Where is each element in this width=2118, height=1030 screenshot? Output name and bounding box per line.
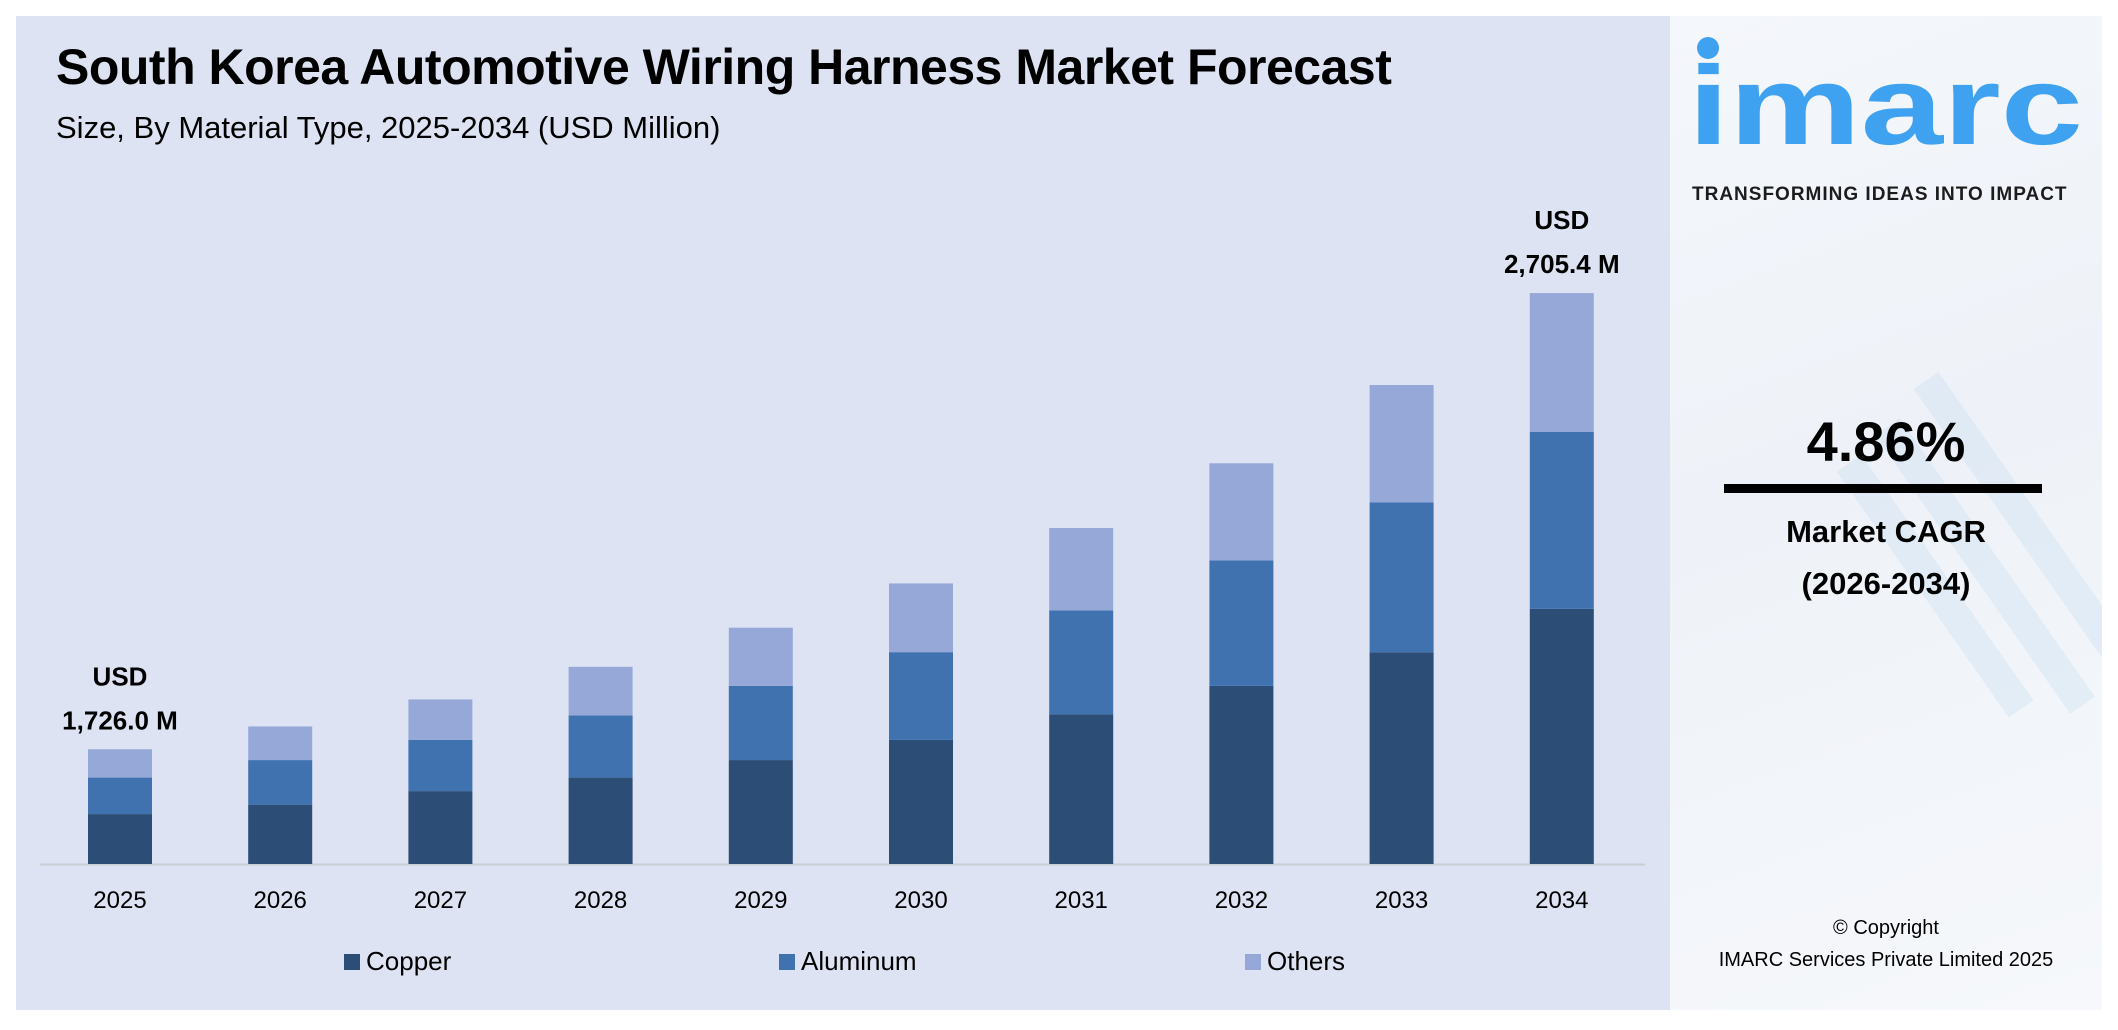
brand-tagline: TRANSFORMING IDEAS INTO IMPACT xyxy=(1692,184,2068,205)
bar-aluminum-2032 xyxy=(1209,560,1274,686)
x-tick-label-2032: 2032 xyxy=(1215,887,1268,914)
x-tick-label-2034: 2034 xyxy=(1535,887,1588,914)
logo-dot xyxy=(1697,37,1719,59)
x-tick-label-2029: 2029 xyxy=(734,887,787,914)
legend-item-aluminum: Aluminum xyxy=(779,946,917,977)
x-tick-label-2027: 2027 xyxy=(414,887,467,914)
bar-aluminum-2027 xyxy=(408,739,473,792)
bar-copper-2034 xyxy=(1529,608,1594,864)
bar-others-2026 xyxy=(248,726,313,761)
cagr-value: 4.86% xyxy=(1806,410,1966,473)
x-tick-label-2031: 2031 xyxy=(1055,887,1108,914)
x-tick-label-2028: 2028 xyxy=(574,887,627,914)
bar-aluminum-2034 xyxy=(1529,432,1594,609)
bar-copper-2028 xyxy=(568,777,633,864)
bar-aluminum-2031 xyxy=(1049,610,1114,715)
chart-subtitle: Size, By Material Type, 2025-2034 (USD M… xyxy=(56,110,721,145)
cagr-period: (2026-2034) xyxy=(1801,566,1971,601)
legend-swatch-others xyxy=(1245,953,1261,970)
x-tick-label-2025: 2025 xyxy=(93,887,146,914)
bar-aluminum-2033 xyxy=(1369,502,1434,653)
bar-others-2027 xyxy=(408,699,473,740)
bar-aluminum-2025 xyxy=(88,777,152,815)
bar-copper-2026 xyxy=(248,804,313,864)
bar-others-2029 xyxy=(728,627,793,686)
chart-title: South Korea Automotive Wiring Harness Ma… xyxy=(56,39,1392,95)
bar-others-2030 xyxy=(889,583,953,653)
bar-others-2031 xyxy=(1049,528,1114,611)
annotation-label-2025: USD xyxy=(93,661,148,691)
bar-copper-2029 xyxy=(728,760,793,864)
legend-item-others: Others xyxy=(1245,946,1345,977)
legend-label-others: Others xyxy=(1267,946,1346,976)
bar-aluminum-2026 xyxy=(248,760,313,805)
bar-copper-2032 xyxy=(1209,685,1274,864)
legend-swatch-copper xyxy=(344,953,360,970)
bar-copper-2027 xyxy=(408,791,473,864)
legend-label-copper: Copper xyxy=(366,946,452,976)
cagr-divider xyxy=(1724,484,2042,493)
imarc-logo: imarc xyxy=(1688,37,2083,168)
bar-aluminum-2029 xyxy=(728,685,793,761)
bar-copper-2033 xyxy=(1369,652,1434,864)
annotation-label-2034: USD xyxy=(1534,205,1589,235)
copyright-line1: © Copyright xyxy=(1833,917,1939,939)
bar-copper-2031 xyxy=(1049,714,1114,864)
x-tick-label-2030: 2030 xyxy=(894,887,947,914)
bar-others-2028 xyxy=(568,666,633,716)
cagr-label: Market CAGR xyxy=(1786,514,1986,549)
bar-others-2032 xyxy=(1209,463,1274,561)
bar-aluminum-2030 xyxy=(889,652,953,740)
bar-others-2033 xyxy=(1369,385,1434,503)
bar-copper-2025 xyxy=(88,814,152,864)
logo-text: imarc xyxy=(1688,43,2083,168)
bar-copper-2030 xyxy=(889,739,953,864)
bar-others-2025 xyxy=(88,749,152,778)
legend-label-aluminum: Aluminum xyxy=(801,946,917,976)
copyright-line2: IMARC Services Private Limited 2025 xyxy=(1718,949,2054,971)
legend-swatch-aluminum xyxy=(779,953,795,970)
x-tick-label-2026: 2026 xyxy=(254,887,307,914)
legend-item-copper: Copper xyxy=(344,946,451,977)
side-panel xyxy=(1670,16,2102,1010)
x-tick-label-2033: 2033 xyxy=(1375,887,1428,914)
annotation-value-2025: 1,726.0 M xyxy=(62,705,178,735)
stacked-bar-chart: 2025 USD 1,726.0 M 2026 2027 2028 2029 2030 2031… xyxy=(40,205,1645,914)
bar-aluminum-2028 xyxy=(568,715,633,778)
bar-others-2034 xyxy=(1529,293,1594,433)
annotation-value-2034: 2,705.4 M xyxy=(1504,249,1620,279)
